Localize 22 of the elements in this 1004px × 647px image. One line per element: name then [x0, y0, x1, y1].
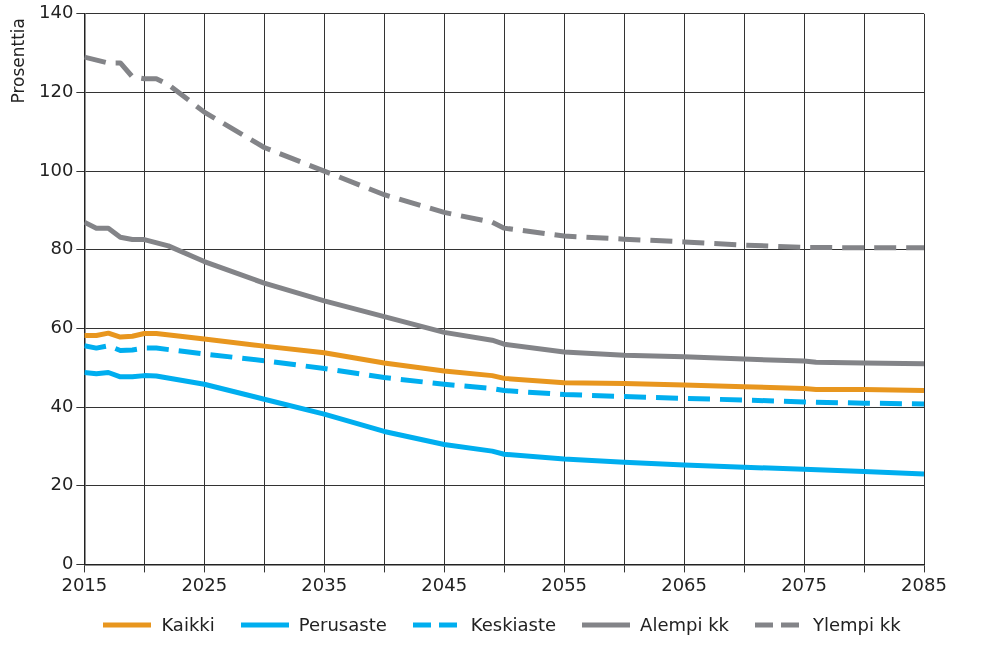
x-tick-label: 2035 — [301, 573, 348, 595]
y-tick-label: 100 — [39, 158, 74, 180]
legend-label: Ylempi kk — [813, 614, 901, 635]
y-tick-label: 40 — [50, 394, 74, 416]
legend-label: Perusaste — [298, 614, 387, 635]
x-tick-label: 2015 — [61, 573, 108, 595]
y-tick-label: 0 — [61, 552, 74, 574]
legend-label: Kaikki — [161, 614, 215, 635]
y-axis-title: Prosenttia — [8, 18, 28, 104]
legend-label: Alempi kk — [640, 614, 730, 635]
y-tick-label: 60 — [50, 316, 74, 338]
x-tick-label: 2085 — [901, 573, 947, 595]
y-tick-label: 80 — [50, 237, 74, 259]
y-tick-label: 20 — [50, 473, 74, 495]
y-tick-label: 140 — [39, 1, 74, 23]
y-tick-label: 120 — [39, 80, 74, 102]
x-tick-label: 2025 — [181, 573, 228, 595]
x-tick-label: 2055 — [541, 573, 588, 595]
legend-label: Keskiaste — [470, 614, 557, 635]
x-tick-label: 2065 — [661, 573, 708, 595]
x-tick-label: 2045 — [421, 573, 468, 595]
x-tick-label: 2075 — [781, 573, 827, 595]
